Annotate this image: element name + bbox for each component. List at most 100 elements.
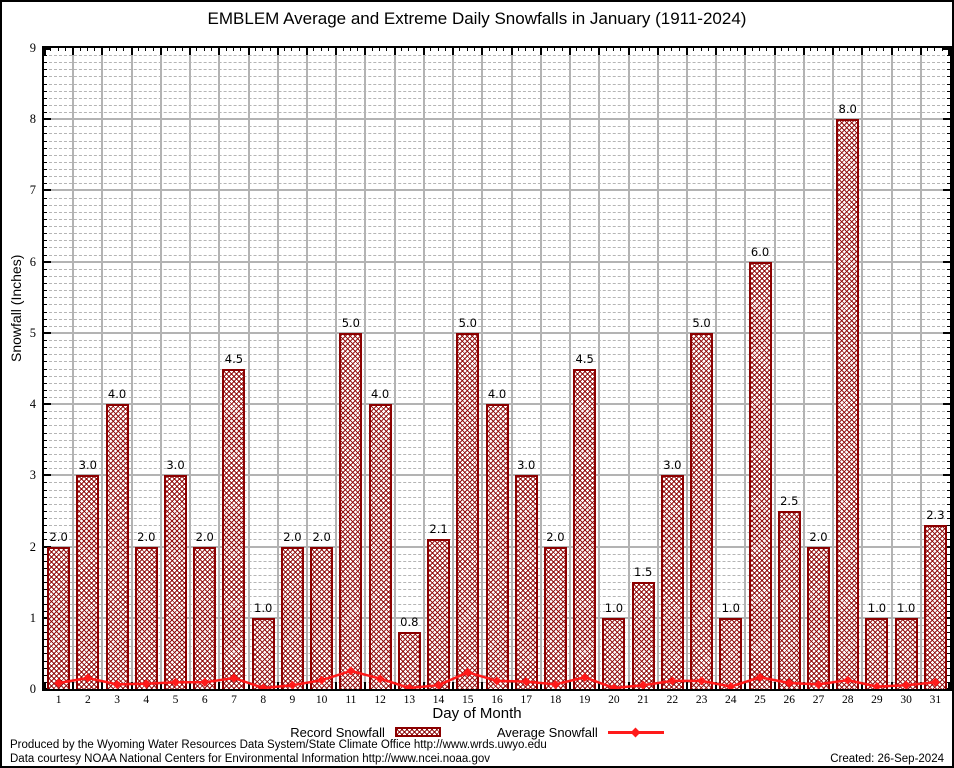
y-tick [44,104,47,106]
y-tick [44,432,47,434]
y-tick [947,154,950,156]
record-snowfall-swatch-icon [394,727,441,737]
x-tick [225,48,227,51]
y-tick [44,474,51,477]
bar-value-label: 3.0 [78,458,97,473]
x-tick-label: 25 [754,694,766,706]
y-tick [44,539,47,541]
y-tick [947,226,950,228]
gridline-major-v [335,48,338,689]
gridline-minor [44,218,950,220]
x-tick-label: 1 [55,694,62,706]
x-tick-label: 23 [695,694,708,706]
gridline-minor [44,62,950,64]
record-snowfall-bar-day-8 [251,617,275,689]
gridline-minor [44,161,950,163]
x-tick-label: 21 [637,694,649,706]
y-tick [947,233,950,235]
bar-value-label: 1.0 [897,600,916,615]
bar-value-label: 3.0 [166,458,185,473]
x-tick [941,48,943,51]
x-tick-label: 13 [403,694,416,706]
gridline-minor [44,361,950,363]
x-tick [254,48,256,51]
y-tick [44,646,47,648]
y-tick [947,183,950,185]
y-tick [947,69,950,71]
y-tick [947,311,950,313]
gridline-major-v [919,48,922,689]
x-tick [875,48,877,51]
x-tick [561,48,563,51]
y-tick [44,218,47,220]
x-tick [444,48,446,51]
x-tick [890,48,893,55]
bar-value-label: 3.0 [663,458,682,473]
record-snowfall-bar-day-25 [748,261,772,689]
y-tick [44,247,47,249]
x-tick [927,48,929,51]
x-tick [408,48,410,51]
x-tick [715,48,718,55]
y-tick [44,403,51,406]
gridline-minor [44,396,950,398]
x-tick-label: 19 [578,694,591,706]
x-tick [664,48,666,51]
x-tick [130,48,133,55]
gridline-major-v [481,48,484,689]
y-tick [44,603,47,605]
y-tick [947,575,950,577]
y-tick [947,161,950,163]
x-tick [452,682,455,689]
record-snowfall-bar-day-1 [47,546,71,689]
gridline-minor [44,112,950,114]
x-tick [824,48,826,51]
gridline-major-v [218,48,221,689]
y-tick-label: 9 [29,41,36,55]
y-tick [44,226,47,228]
x-tick [715,682,718,689]
y-tick [44,240,47,242]
y-tick [44,118,51,121]
x-tick [948,682,950,689]
y-axis-title: Snowfall (Inches) [8,254,24,362]
gridline-minor [44,176,950,178]
x-tick [868,48,870,51]
x-tick [795,48,797,51]
y-tick [44,154,47,156]
y-tick [44,55,47,57]
x-tick [218,48,221,55]
y-tick [947,354,950,356]
y-tick [947,112,950,114]
y-tick [947,62,950,64]
gridline-minor [44,240,950,242]
gridline-major-v [539,48,542,689]
y-tick [947,510,950,512]
y-tick [947,197,950,199]
x-tick-label: 5 [172,694,179,706]
y-tick [947,325,950,327]
plot-area: 2.0 3.0 4.0 2.0 3.0 2.0 4.5 1.0 2.0 2.0 5.0 4.0 0.8 2… [42,46,952,691]
gridline-major-v [715,48,718,689]
gridline-minor [44,126,950,128]
gridline-major-v [773,48,776,689]
y-tick [947,653,950,655]
y-tick [947,589,950,591]
y-tick-label: 4 [29,397,36,412]
footer-produced-by: Produced by the Wyoming Water Resources … [10,739,547,751]
gridline-minor [44,340,950,341]
gridline-minor [44,154,950,156]
x-tick [780,48,782,51]
y-tick [947,133,950,135]
x-tick [276,682,279,689]
record-snowfall-bar-day-10 [310,546,334,689]
y-tick [44,354,47,356]
y-tick [943,48,950,50]
y-tick [44,368,47,370]
record-snowfall-bar-day-31 [923,525,947,689]
x-tick [496,48,497,51]
y-tick [44,283,47,285]
x-tick [57,48,59,51]
y-tick [947,567,950,569]
